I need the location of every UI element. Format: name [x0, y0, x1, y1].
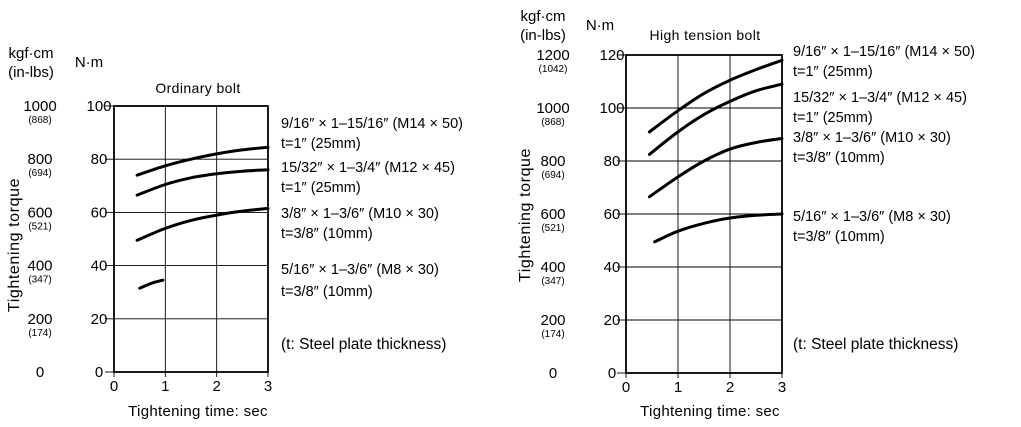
- y-tick-label-kgf: 400: [27, 258, 52, 275]
- series-label-2: 15/32″ × 1–3/4″ (M12 × 45): [281, 160, 455, 176]
- y-unit-nm: N·m: [586, 17, 614, 34]
- footnote: (t: Steel plate thickness): [281, 336, 446, 353]
- y-tick-label-inlbs: (694): [541, 170, 564, 181]
- y-tick-label-nm: 0: [608, 365, 616, 382]
- x-tick-label: 0: [622, 379, 630, 396]
- high-tension-bolt-chart: High tension boltkgf·cm(in-lbs)N·m002020…: [517, 8, 975, 420]
- y-tick-label-kgf: 1000: [536, 100, 569, 117]
- series-note-4: t=3/8″ (10mm): [793, 229, 885, 245]
- y-tick-label-kgf: 600: [27, 204, 52, 221]
- y-tick-label-inlbs: (1042): [539, 64, 568, 75]
- series-label-1: 9/16″ × 1–15/16″ (M14 × 50): [281, 116, 463, 132]
- chart-title: Ordinary bolt: [155, 80, 240, 96]
- y-tick-label-kgf: 600: [540, 206, 565, 223]
- y-tick-label-nm: 80: [604, 153, 621, 170]
- y-tick-label-nm: 0: [95, 364, 103, 381]
- series-line-3: [647, 137, 784, 199]
- x-tick-label: 3: [264, 378, 272, 395]
- series-line-1: [647, 58, 784, 134]
- y-tick-label-kgf: 800: [540, 153, 565, 170]
- series-line-4: [653, 212, 784, 244]
- x-tick-label: 3: [778, 379, 786, 396]
- y-tick-label-inlbs: (347): [28, 275, 51, 286]
- series-line-3: [135, 206, 270, 242]
- y-tick-label-nm: 40: [604, 259, 621, 276]
- y-unit-kgf: kgf·cm: [521, 8, 566, 25]
- y-tick-label-inlbs: (521): [28, 221, 51, 232]
- y-unit-kgf: kgf·cm: [9, 45, 54, 62]
- series-label-3: 3/8″ × 1–3/6″ (M10 × 30): [793, 130, 951, 146]
- y-tick-label-kgf: 1000: [23, 98, 56, 115]
- series-label-2: 15/32″ × 1–3/4″ (M12 × 45): [793, 90, 967, 106]
- x-tick-label: 2: [726, 379, 734, 396]
- x-tick-label: 2: [212, 378, 220, 395]
- y-tick-label-kgf: 1200: [536, 47, 569, 64]
- y-tick-label-kgf: 0: [36, 364, 44, 381]
- y-unit-inlbs: (in-lbs): [8, 64, 54, 81]
- y-tick-label-kgf: 0: [549, 365, 557, 382]
- x-tick-label: 0: [110, 378, 118, 395]
- x-axis-label: Tightening time: sec: [128, 403, 268, 420]
- y-tick-label-inlbs: (174): [28, 328, 51, 339]
- y-tick-label-inlbs: (521): [541, 223, 564, 234]
- series-label-4: 5/16″ × 1–3/6″ (M8 × 30): [793, 209, 951, 225]
- series-line-1: [135, 145, 270, 177]
- footnote: (t: Steel plate thickness): [793, 336, 958, 353]
- y-tick-label-kgf: 200: [540, 312, 565, 329]
- series-note-3: t=3/8″ (10mm): [793, 150, 885, 166]
- y-tick-label-inlbs: (174): [541, 329, 564, 340]
- series-note-4: t=3/8″ (10mm): [281, 284, 373, 300]
- series-note-1: t=1″ (25mm): [793, 64, 873, 80]
- y-unit-nm: N·m: [75, 54, 103, 71]
- series-label-3: 3/8″ × 1–3/6″ (M10 × 30): [281, 206, 439, 222]
- y-tick-label-kgf: 400: [540, 259, 565, 276]
- y-tick-label-inlbs: (694): [28, 168, 51, 179]
- y-axis-label: Tightening torque: [517, 148, 534, 282]
- series-line-4: [138, 278, 165, 290]
- y-unit-inlbs: (in-lbs): [520, 27, 566, 44]
- series-label-1: 9/16″ × 1–15/16″ (M14 × 50): [793, 44, 975, 60]
- y-tick-label-nm: 40: [91, 258, 108, 275]
- y-axis-label: Tightening torque: [6, 178, 23, 312]
- plot-frame: [113, 105, 269, 373]
- y-tick-label-nm: 20: [604, 312, 621, 329]
- ordinary-bolt-chart: Ordinary boltkgf·cm(in-lbs)N·m0020200(17…: [6, 45, 463, 420]
- y-tick-label-kgf: 800: [27, 151, 52, 168]
- y-tick-label-nm: 80: [91, 151, 108, 168]
- y-tick-label-nm: 60: [604, 206, 621, 223]
- y-tick-label-kgf: 200: [27, 311, 52, 328]
- y-tick-label-inlbs: (347): [541, 276, 564, 287]
- series-note-2: t=1″ (25mm): [281, 180, 361, 196]
- series-line-2: [135, 168, 270, 197]
- y-tick-label-nm: 120: [599, 47, 624, 64]
- y-tick-label-nm: 100: [86, 98, 111, 115]
- y-tick-label-nm: 60: [91, 204, 108, 221]
- series-note-1: t=1″ (25mm): [281, 136, 361, 152]
- x-tick-label: 1: [161, 378, 169, 395]
- y-tick-label-inlbs: (868): [28, 115, 51, 126]
- y-tick-label-inlbs: (868): [541, 117, 564, 128]
- series-note-3: t=3/8″ (10mm): [281, 226, 373, 242]
- y-tick-label-nm: 20: [91, 311, 108, 328]
- series-label-4: 5/16″ × 1–3/6″ (M8 × 30): [281, 262, 439, 278]
- chart-title: High tension bolt: [649, 27, 760, 43]
- x-axis-label: Tightening time: sec: [640, 403, 780, 420]
- x-tick-label: 1: [674, 379, 682, 396]
- series-note-2: t=1″ (25mm): [793, 110, 873, 126]
- series-line-2: [647, 82, 784, 156]
- y-tick-label-nm: 100: [599, 100, 624, 117]
